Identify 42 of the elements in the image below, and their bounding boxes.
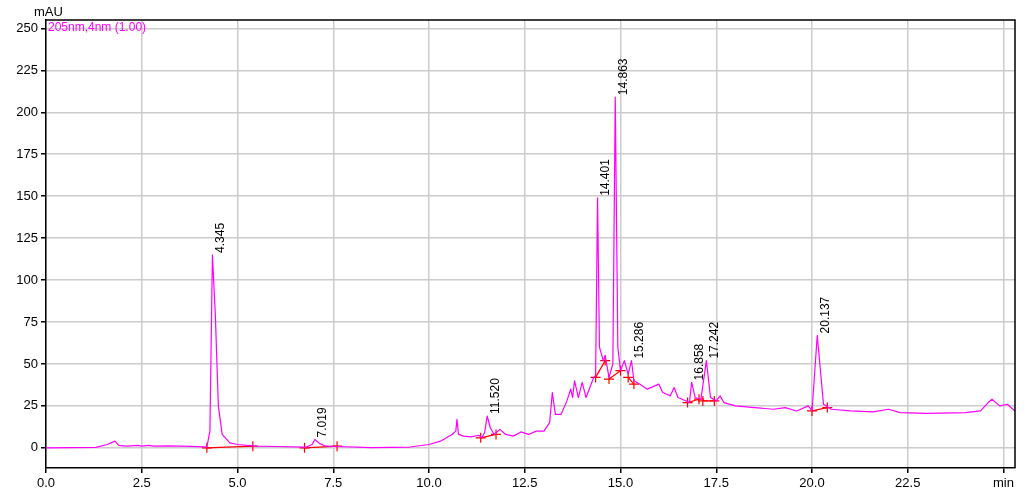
annotation: 20.137	[817, 296, 832, 334]
y-tick-label: 150	[16, 187, 38, 203]
annotation: 4.345	[212, 222, 227, 253]
annotation: 14.863	[615, 58, 630, 96]
y-tick-label: 75	[23, 313, 38, 329]
y-tick-label: 0	[30, 439, 38, 455]
x-tick-label: 17.5	[703, 475, 729, 491]
x-tick-label: min	[993, 475, 1014, 491]
y-axis-title: mAU	[34, 4, 63, 20]
annotation: 15.286	[631, 321, 646, 359]
point	[298, 442, 311, 454]
y-tick-label: 175	[16, 145, 38, 161]
annotation: 16.858	[691, 343, 706, 381]
x-tick-label: 10.0	[416, 475, 442, 491]
y-tick-label: 50	[23, 355, 38, 371]
annotation: 7.019	[315, 407, 330, 438]
point	[821, 402, 833, 414]
y-tick-label: 100	[16, 271, 38, 287]
y-tick-label: 250	[16, 19, 38, 35]
y-tick-label: 125	[16, 229, 38, 245]
point	[708, 395, 720, 407]
point	[806, 405, 818, 417]
annotation: 17.242	[706, 321, 721, 359]
x-tick-label: 15.0	[607, 475, 634, 491]
annotation: 11.520	[487, 377, 502, 414]
x-tick-label: 0.0	[36, 475, 56, 491]
y-tick-label: 25	[23, 397, 38, 413]
point	[475, 432, 487, 444]
point	[693, 393, 705, 405]
x-tick-label: 7.5	[324, 475, 343, 491]
point	[681, 396, 694, 409]
annotation: 14.401	[597, 158, 612, 196]
y-tick-label: 200	[16, 103, 38, 119]
y-tick-label: 225	[16, 61, 38, 77]
x-tick-label: 20.0	[799, 475, 825, 491]
x-tick-label: 12.5	[512, 475, 538, 491]
point	[490, 428, 502, 441]
point	[201, 442, 213, 454]
x-tick-label: 2.5	[132, 475, 151, 491]
text: 205nm,4nm (1.00)	[48, 20, 147, 35]
x-tick-label: 22.5	[895, 475, 921, 491]
x-tick-label: 5.0	[228, 475, 247, 491]
